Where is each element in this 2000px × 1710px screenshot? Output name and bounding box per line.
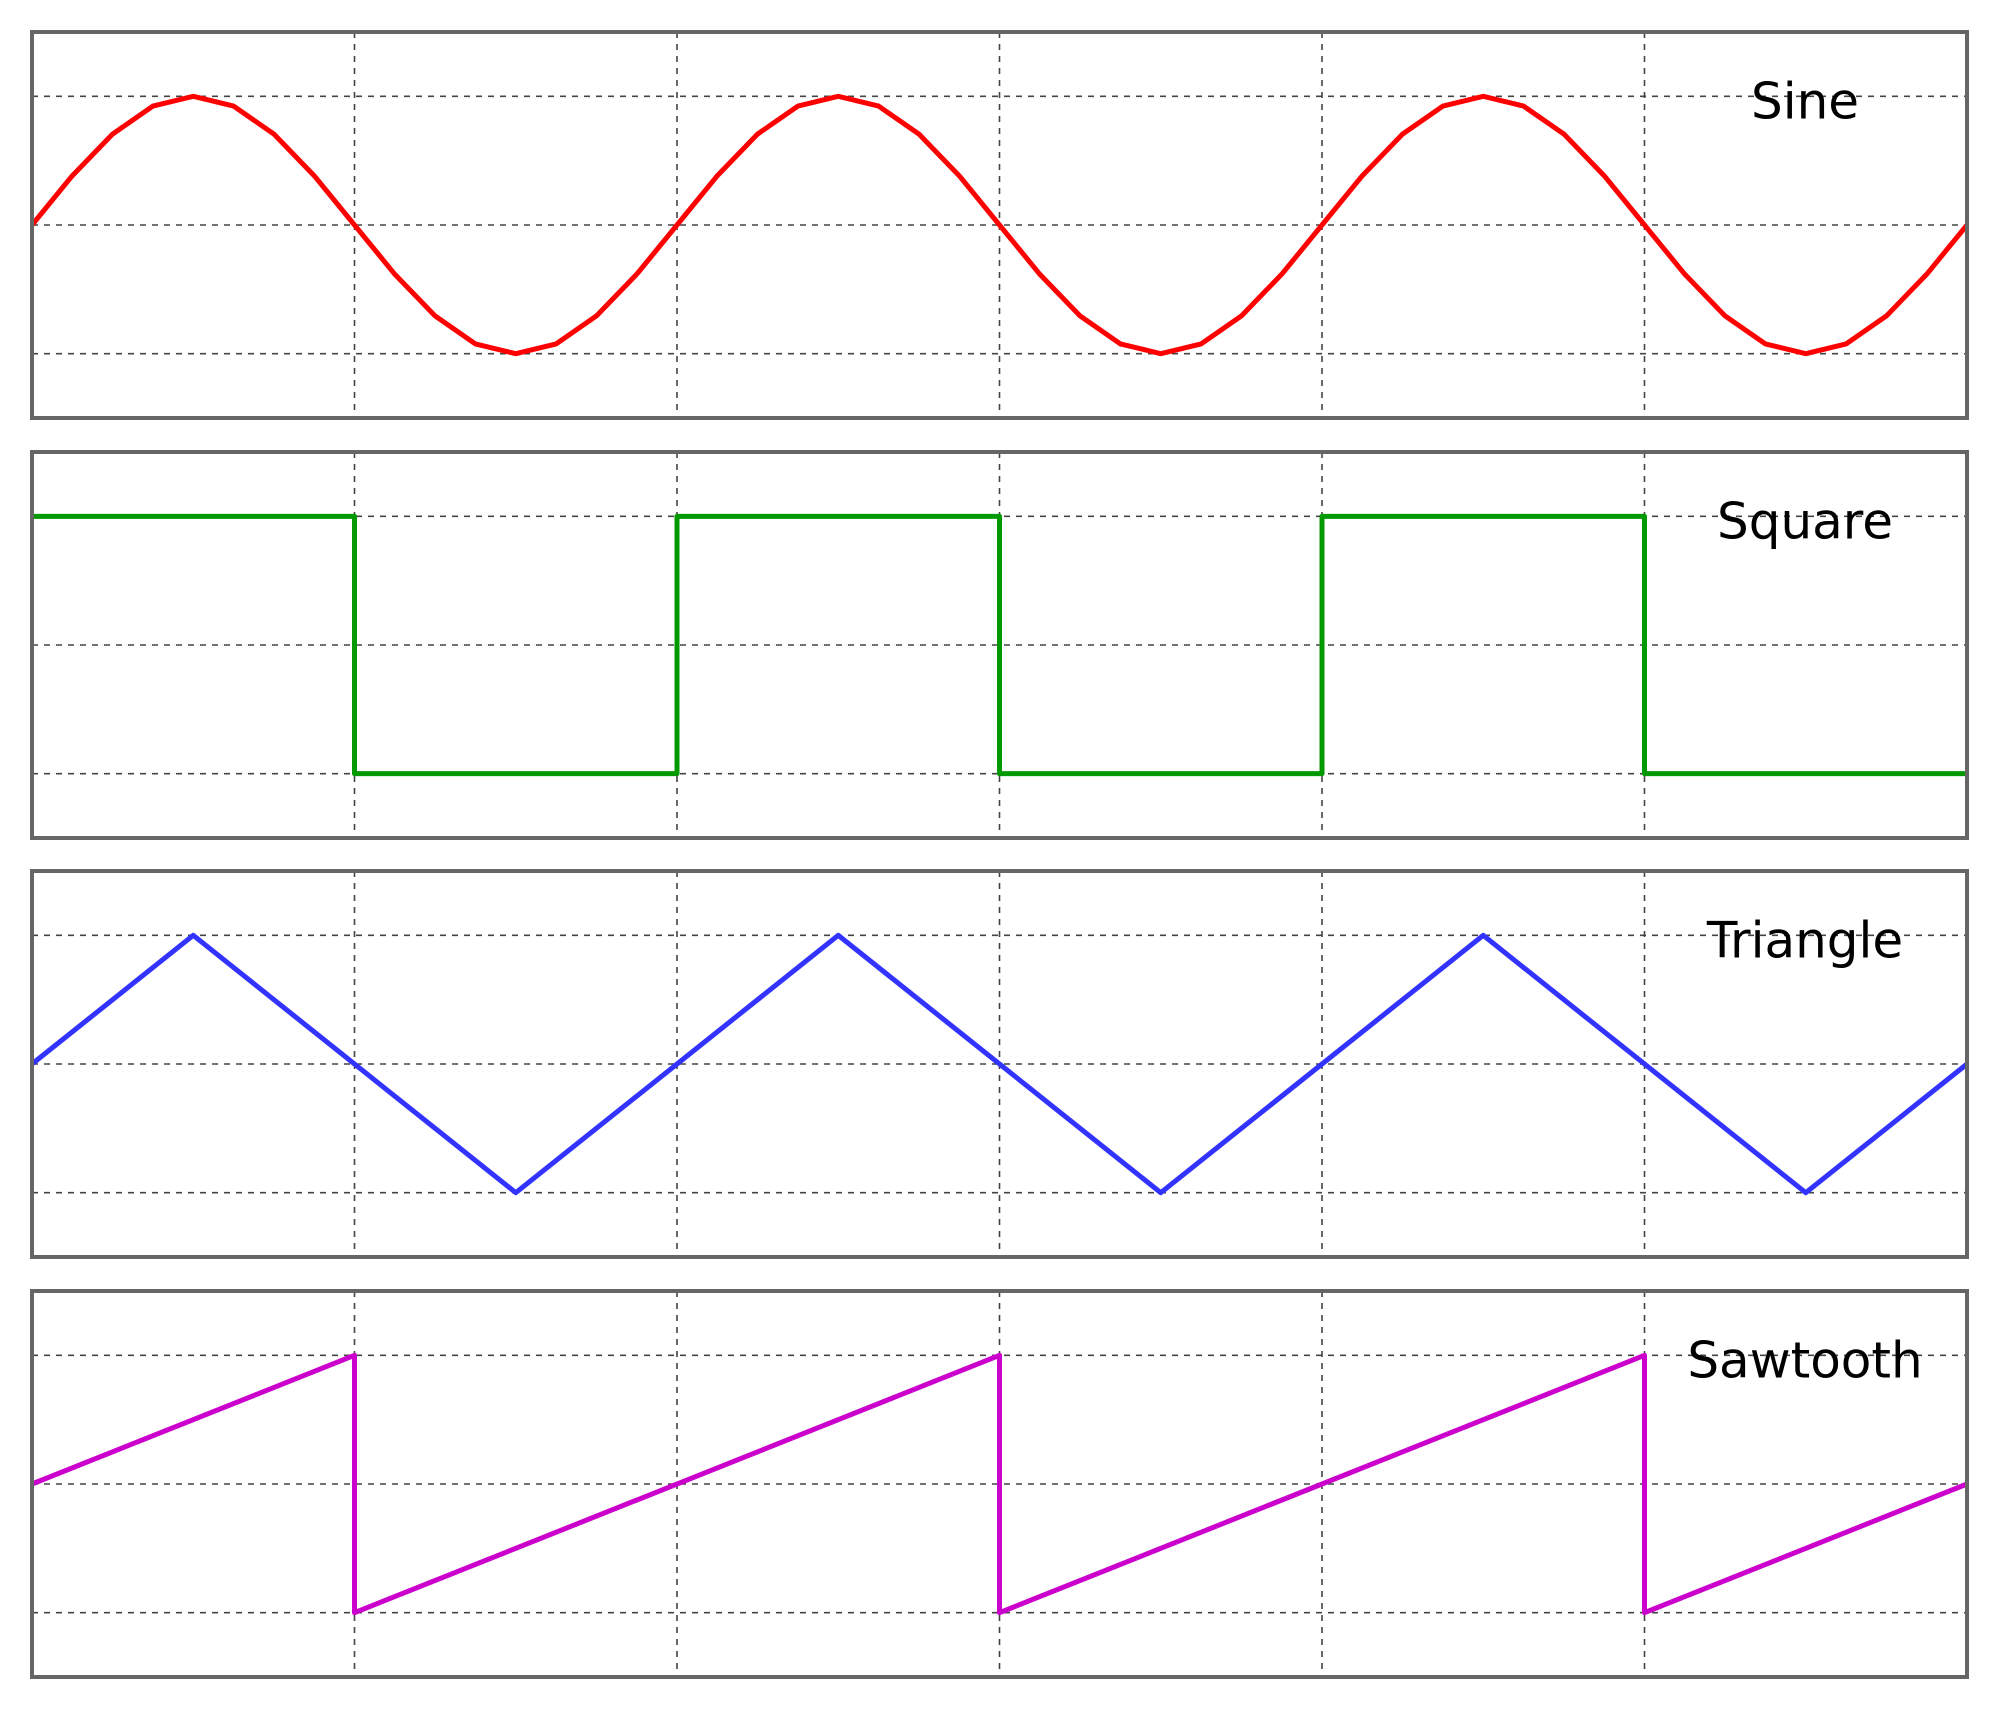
chart-title: Sawtooth: [1687, 1332, 1922, 1390]
waveform-line: [30, 932, 1969, 1196]
waveform-line: [32, 513, 1967, 777]
waveform-line: [31, 1352, 1968, 1616]
chart-title: Square: [1717, 493, 1893, 551]
panel-frame: [30, 1289, 1969, 1679]
chart-title: Sine: [1751, 73, 1859, 131]
waveform-line: [30, 93, 1969, 357]
chart-title: Triangle: [1706, 912, 1903, 970]
panel-frame: [30, 450, 1969, 840]
panel-frame: [30, 869, 1969, 1259]
panel-frame: [30, 30, 1969, 420]
